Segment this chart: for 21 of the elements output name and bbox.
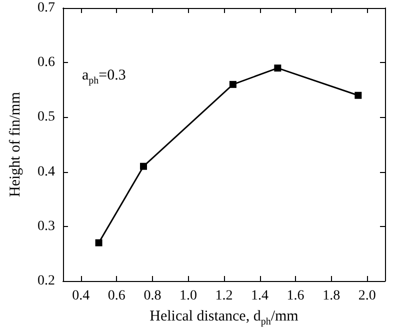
x-tick-label: 0.8 bbox=[144, 288, 162, 304]
point bbox=[95, 239, 102, 246]
x-tick-label: 1.8 bbox=[322, 288, 340, 304]
y-tick-label: 0.7 bbox=[38, 0, 55, 16]
x-tick-label: 1.4 bbox=[251, 288, 269, 304]
y-tick-label: 0.6 bbox=[38, 55, 55, 70]
x-tick-label: 0.6 bbox=[108, 288, 126, 304]
x-tick-label: 1.2 bbox=[215, 288, 233, 304]
point bbox=[274, 64, 282, 72]
point bbox=[354, 92, 362, 99]
y-tick-label: 0.2 bbox=[38, 274, 55, 288]
x-tick-label: 1.6 bbox=[286, 288, 304, 304]
y-tick-label: 0.3 bbox=[38, 218, 55, 234]
y-axis-title: Height of fin/mm bbox=[8, 92, 24, 197]
x-tick-label: 0.4 bbox=[72, 288, 90, 304]
point bbox=[229, 80, 236, 88]
y-tick-label: 0.5 bbox=[38, 110, 55, 125]
y-tick-label: 0.4 bbox=[38, 164, 55, 180]
x-tick-label: 1.0 bbox=[179, 288, 197, 304]
point bbox=[140, 162, 147, 170]
x-tick-label: 2.0 bbox=[358, 288, 376, 304]
